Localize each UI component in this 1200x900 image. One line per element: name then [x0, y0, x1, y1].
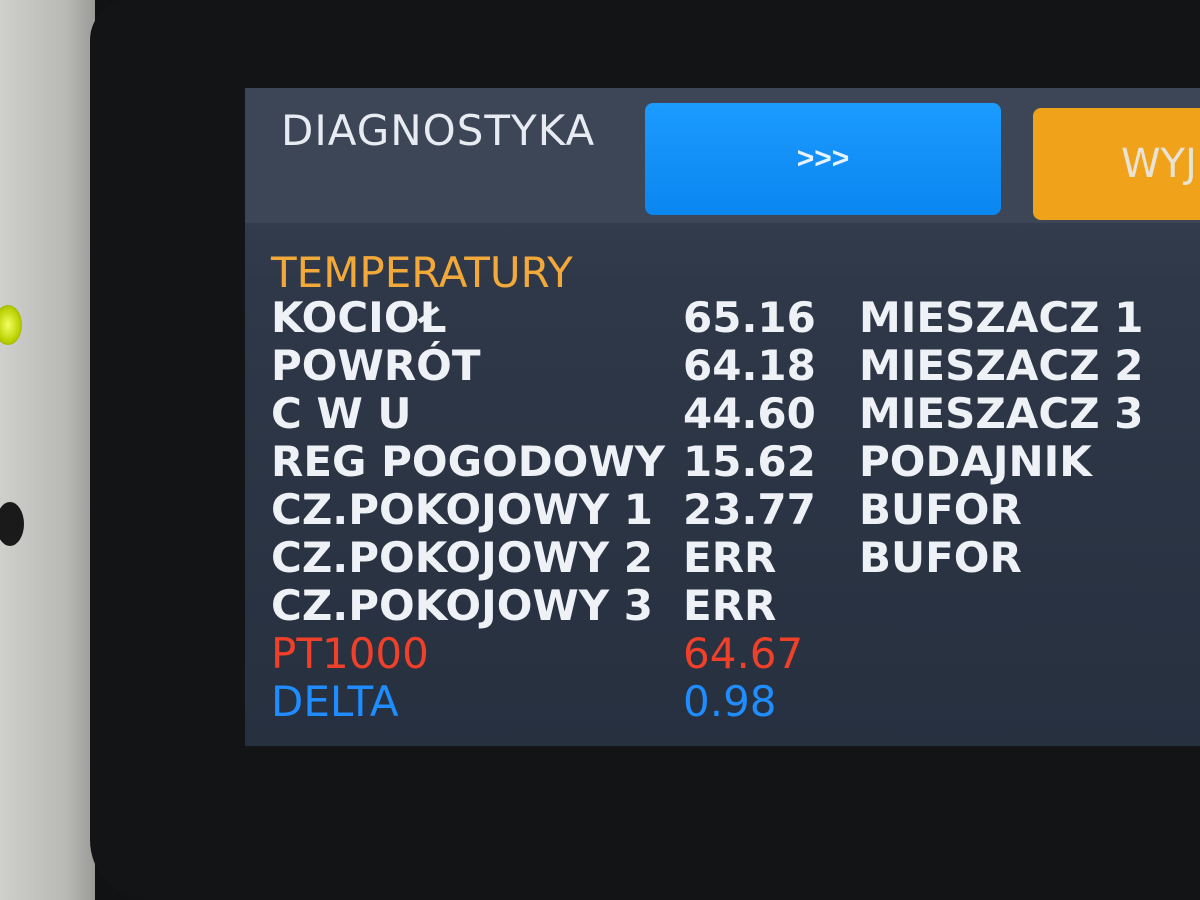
temperature-label: CZ.POKOJOWY 2: [271, 533, 653, 582]
display-screen: DIAGNOSTYKA >>> WYJ TEMPERATURY KOCIOŁ 65…: [245, 88, 1200, 746]
temperature-value: 64.67: [683, 629, 804, 678]
hardware-button[interactable]: [0, 502, 24, 546]
right-column-item: MIESZACZ 3: [859, 389, 1144, 438]
right-column-item: MIESZACZ 2: [859, 341, 1144, 390]
right-column-item: BUFOR: [859, 485, 1022, 534]
temperature-value: ERR: [683, 533, 777, 582]
temperature-label: DELTA: [271, 677, 399, 726]
temperature-label: REG POGODOWY: [271, 437, 666, 486]
right-column-item: MIESZACZ 1: [859, 293, 1144, 342]
right-column-item: PODAJNIK: [859, 437, 1092, 486]
header-bar: DIAGNOSTYKA >>> WYJ: [245, 88, 1200, 223]
section-title: TEMPERATURY: [271, 248, 573, 297]
status-led-icon: [0, 305, 22, 345]
temperature-label: C W U: [271, 389, 412, 438]
temperature-label: CZ.POKOJOWY 3: [271, 581, 653, 630]
temperature-label: PT1000: [271, 629, 429, 678]
temperature-value: 64.18: [683, 341, 816, 390]
temperature-value: 15.62: [683, 437, 816, 486]
temperature-value: 0.98: [683, 677, 777, 726]
temperature-value: ERR: [683, 581, 777, 630]
exit-button[interactable]: WYJ: [1033, 108, 1200, 220]
next-page-button[interactable]: >>>: [645, 103, 1001, 215]
temperature-value: 23.77: [683, 485, 816, 534]
temperature-label: CZ.POKOJOWY 1: [271, 485, 653, 534]
device-casing: [0, 0, 95, 900]
temperature-value: 44.60: [683, 389, 816, 438]
temperature-value: 65.16: [683, 293, 816, 342]
right-column-item: BUFOR: [859, 533, 1022, 582]
temperature-label: POWRÓT: [271, 341, 481, 390]
page-title: DIAGNOSTYKA: [281, 106, 596, 155]
temperature-label: KOCIOŁ: [271, 293, 447, 342]
